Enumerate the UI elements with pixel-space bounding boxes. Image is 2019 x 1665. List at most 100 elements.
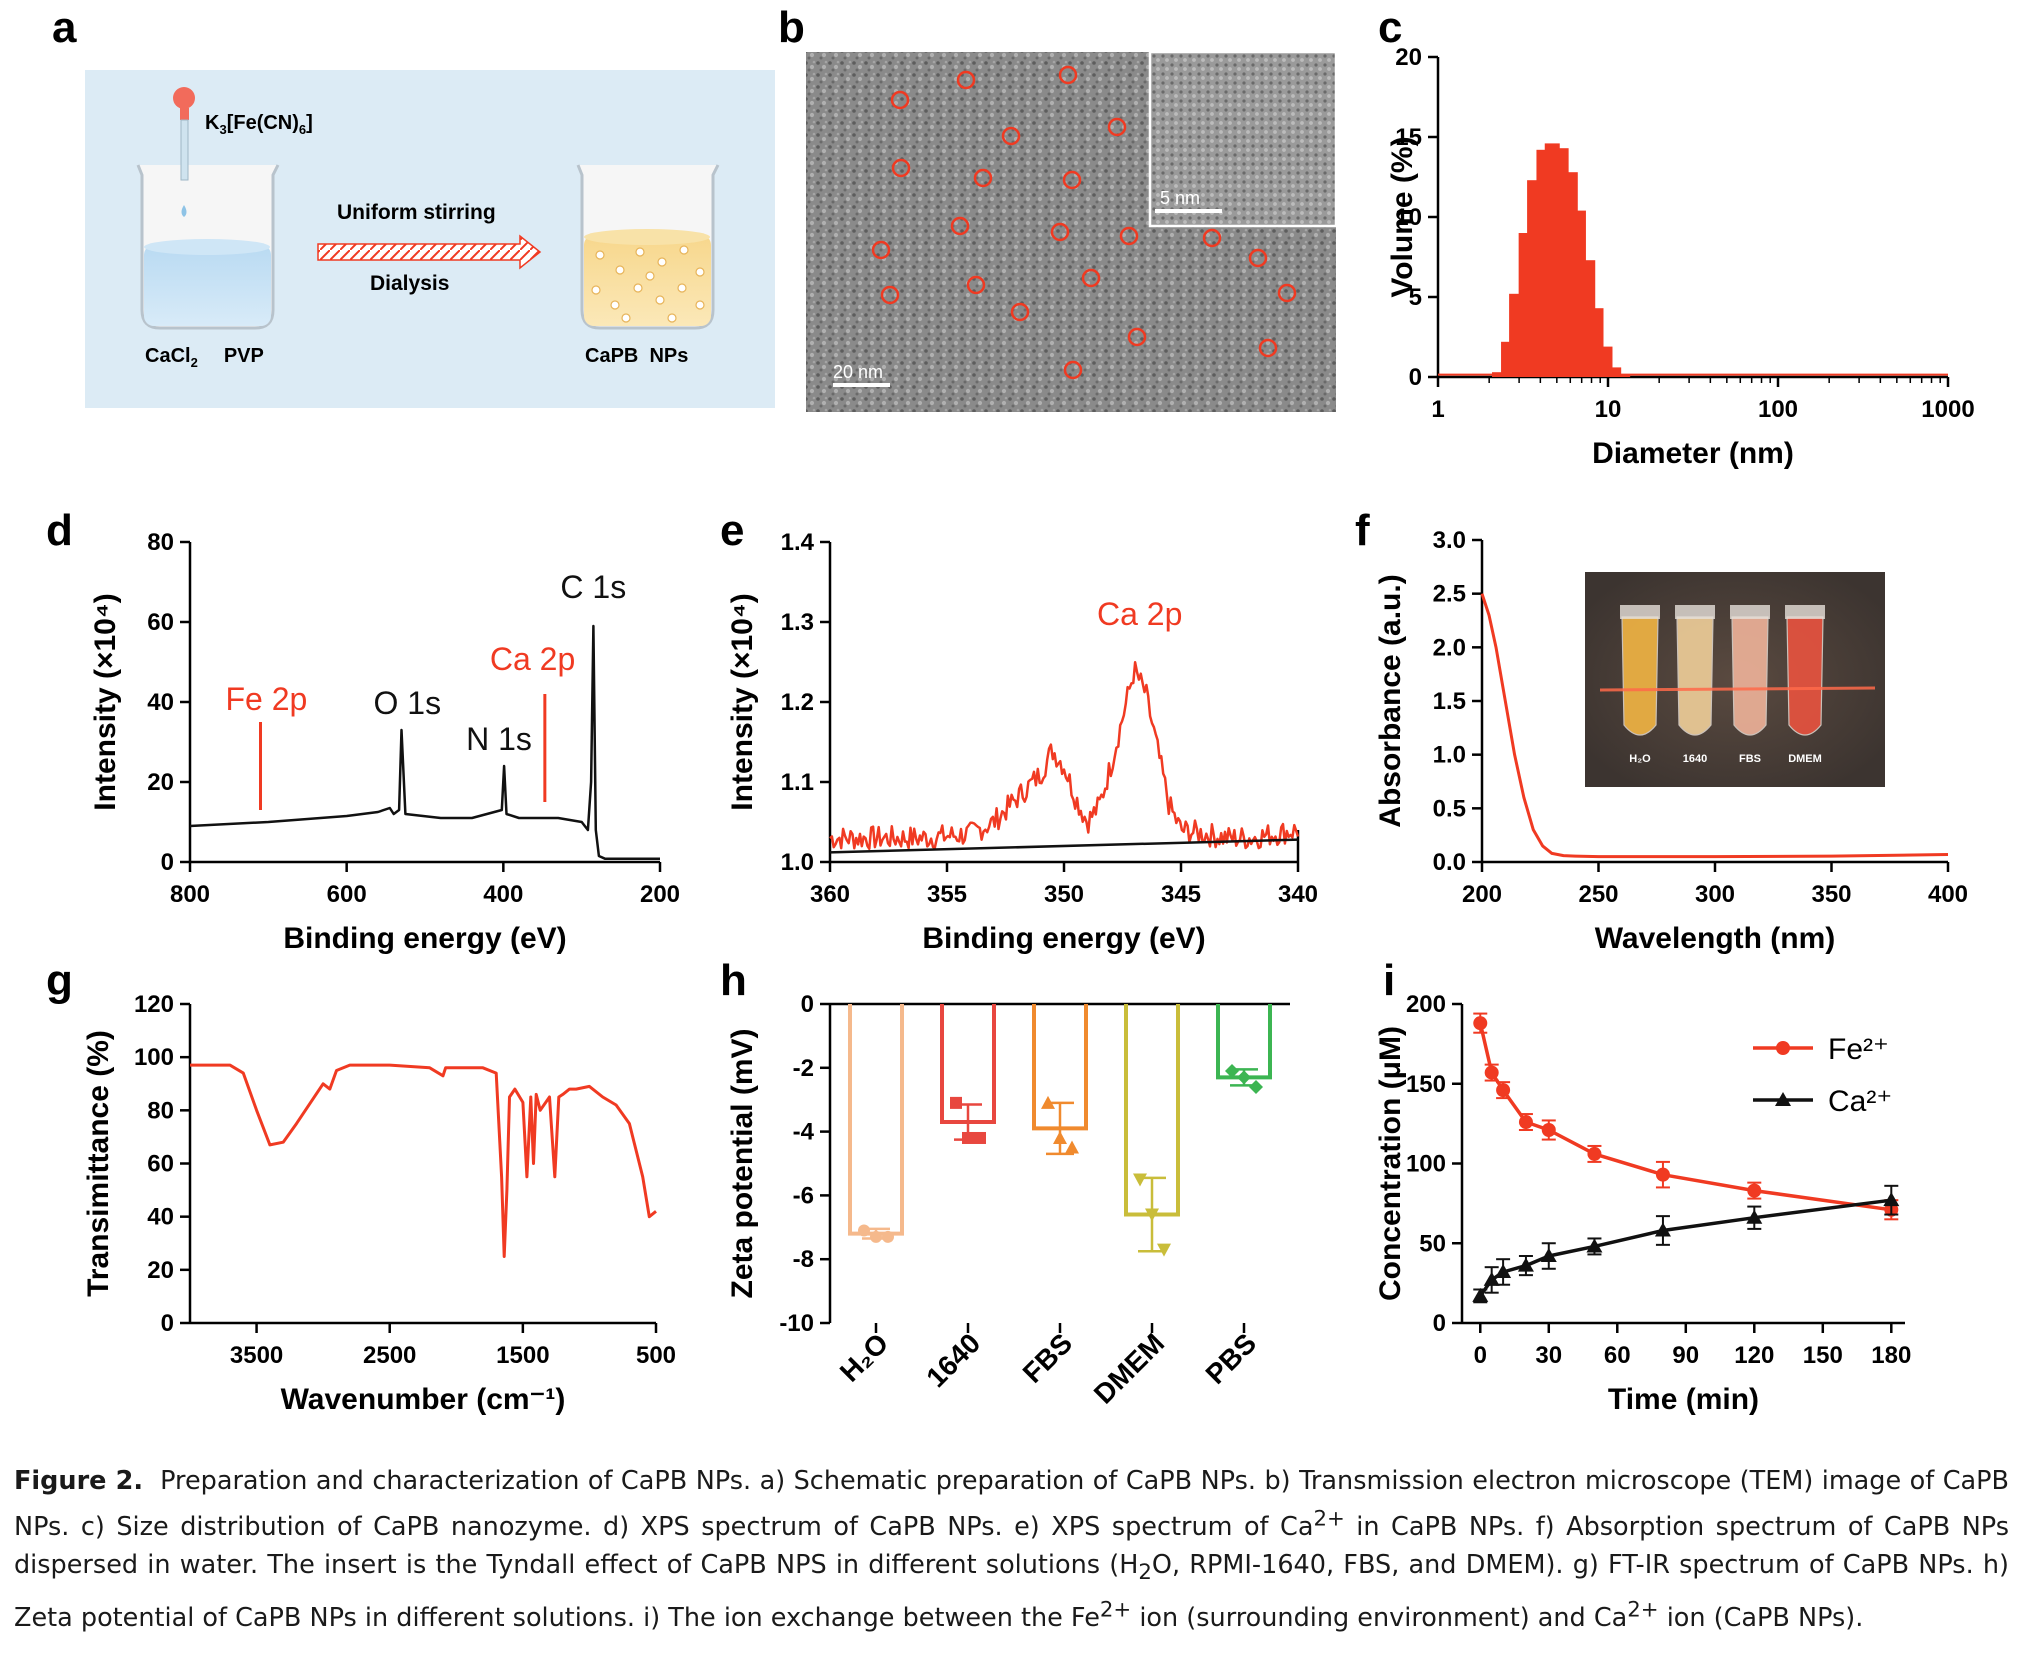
y-tick-label: 1.1 <box>781 769 814 796</box>
dropper-icon <box>173 87 195 217</box>
step-uniform-stirring: Uniform stirring <box>337 201 496 224</box>
nanoparticle-dot <box>633 283 643 293</box>
y-tick-label: 1.3 <box>781 609 814 636</box>
data-point <box>1145 1208 1159 1222</box>
y-tick-label: 0.5 <box>1433 795 1466 822</box>
process-arrow-icon <box>317 234 542 270</box>
fe-marker <box>1496 1083 1511 1098</box>
y-axis-label: Volume (%) <box>1386 136 1419 297</box>
x-tick-label: 350 <box>1044 881 1084 908</box>
tem-particle-markers <box>871 65 1297 380</box>
y-tick-label: 0 <box>801 991 814 1018</box>
category-label: FBS <box>1017 1327 1079 1389</box>
y-tick-label: 20 <box>147 1257 174 1284</box>
panel-f-absorption: 0.0 0.5 1.0 1.5 2.0 2.5 3.0 200 250 300 350 400 Wave… <box>1374 527 1968 955</box>
scale-bar-main-label: 20 nm <box>833 362 883 382</box>
figure-caption: Figure 2. Preparation and characterizati… <box>14 1462 2009 1637</box>
data-point <box>1157 1243 1171 1257</box>
xps-background-line <box>829 838 1299 854</box>
cuvette-tubes: H₂O 1640 FBS DMEM <box>1620 605 1825 765</box>
tem-particle-circle <box>1058 65 1078 85</box>
panel-letter-g: g <box>46 956 73 1005</box>
right-beaker-label: CaPB NPs <box>585 345 688 367</box>
reagent-label: K3[Fe(CN)6] <box>205 112 313 137</box>
y-tick-label: 0 <box>1433 1310 1446 1337</box>
nanoparticle-dot <box>615 265 625 275</box>
y-tick-label: 3.0 <box>1433 527 1466 554</box>
y-tick-label: 60 <box>147 609 174 636</box>
x-tick-label: 345 <box>1161 881 1201 908</box>
nanoparticle-dot <box>677 283 687 293</box>
x-tick-label: 340 <box>1278 881 1318 908</box>
cuvette-label: FBS <box>1739 753 1761 765</box>
y-axis-label: Absorbance (a.u.) <box>1374 574 1407 827</box>
step-dialysis: Dialysis <box>370 272 449 295</box>
y-axis-label: Intensity (×10⁴) <box>726 593 759 810</box>
x-tick-label: 200 <box>1462 881 1502 908</box>
tem-particle-circle <box>1127 327 1147 347</box>
x-tick-label: 250 <box>1578 881 1618 908</box>
data-point <box>974 1131 986 1144</box>
cuvette-cap <box>1675 605 1715 619</box>
legend-marker <box>1775 1092 1791 1106</box>
peak-annotation: O 1s <box>374 685 442 721</box>
x-tick-label: 500 <box>636 1342 676 1369</box>
tem-particle-circle <box>1202 228 1222 248</box>
xps-survey-line <box>189 624 660 861</box>
y-tick-label: 20 <box>1395 44 1422 71</box>
y-tick-label: -6 <box>793 1182 814 1209</box>
cuvette-label: H₂O <box>1629 753 1651 765</box>
ca-series-line <box>1478 1198 1892 1297</box>
ftir-line <box>190 1063 657 1258</box>
x-axis-label: Binding energy (eV) <box>922 922 1205 955</box>
y-axis-label: Transimittance (%) <box>82 1030 115 1297</box>
y-tick-label: 5 <box>1409 284 1422 311</box>
y-tick-label: 20 <box>147 769 174 796</box>
fe-marker <box>1484 1065 1499 1080</box>
y-tick-label: 120 <box>134 991 174 1018</box>
nanoparticle-dot <box>621 313 631 323</box>
panel-d-xps-survey: 0 20 40 60 80 800 600 400 200 Binding energy (eV)… <box>89 529 680 955</box>
ca-marker <box>1495 1263 1512 1278</box>
fe-marker <box>1655 1167 1670 1182</box>
legend-label: Fe²⁺ <box>1828 1033 1889 1066</box>
x-tick-label: 300 <box>1695 881 1735 908</box>
x-axis-label: Binding energy (eV) <box>283 922 566 955</box>
x-tick-label: 400 <box>1928 881 1968 908</box>
cuvette-label: DMEM <box>1788 753 1822 765</box>
y-tick-label: 1.4 <box>781 529 815 556</box>
tem-particle-circle <box>1258 338 1278 358</box>
y-tick-label: 0.0 <box>1433 849 1466 876</box>
caption-label: Figure 2. <box>14 1466 144 1496</box>
ca-marker <box>1654 1222 1671 1237</box>
y-tick-label: -8 <box>793 1246 814 1273</box>
left-beaker <box>136 164 280 330</box>
panel-letter-h: h <box>720 956 747 1005</box>
tem-particle-circle <box>1001 126 1021 146</box>
data-point <box>1225 1063 1239 1078</box>
x-tick-label: 200 <box>640 881 680 908</box>
x-tick-label: 100 <box>1758 396 1798 423</box>
data-point <box>1053 1130 1067 1144</box>
data-point <box>1237 1070 1251 1085</box>
x-tick-label: 10 <box>1595 396 1622 423</box>
nanoparticle-dot <box>657 257 667 267</box>
x-tick-label: 120 <box>1734 1342 1774 1369</box>
tem-particle-circle <box>871 240 891 260</box>
y-tick-label: 15 <box>1395 124 1422 151</box>
panel-letter-e: e <box>720 506 744 555</box>
panel-a-schematic: K3[Fe(CN)6] Uniform stirring Dialysis Ca… <box>85 70 775 408</box>
data-point <box>882 1230 894 1243</box>
tem-particle-circle <box>1081 268 1101 288</box>
caption-text: Preparation and characterization of CaPB… <box>14 1466 2010 1634</box>
cuvette-cap <box>1620 605 1660 619</box>
zeta-bar <box>848 1004 904 1236</box>
fe-marker <box>1518 1115 1533 1130</box>
nanoparticle-dot <box>591 285 601 295</box>
nanoparticle-dots <box>591 245 705 323</box>
panel-i-ion-exchange: 0 50 100 150 200 0 30 60 90 120 150 180 Time (min) Co… <box>1374 991 1911 1416</box>
peak-annotation: N 1s <box>466 721 532 757</box>
category-label: 1640 <box>920 1327 986 1393</box>
data-point <box>1133 1173 1147 1187</box>
y-tick-label: 40 <box>147 689 174 716</box>
